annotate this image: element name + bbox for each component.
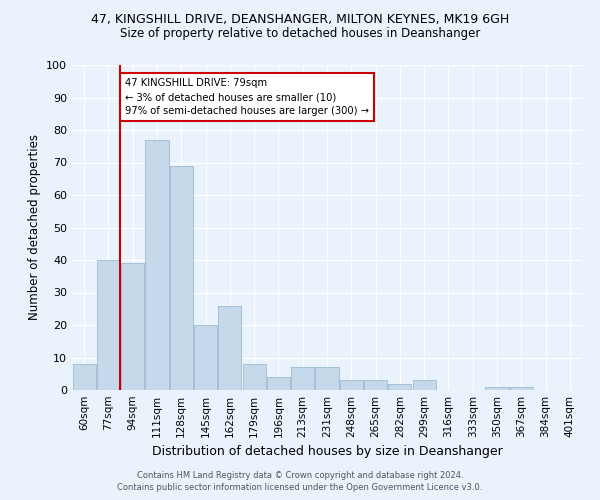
Bar [170, 166, 193, 390]
Text: 47, KINGSHILL DRIVE, DEANSHANGER, MILTON KEYNES, MK19 6GH: 47, KINGSHILL DRIVE, DEANSHANGER, MILTON… [91, 12, 509, 26]
Bar [510, 387, 533, 390]
Bar [242, 364, 266, 390]
Bar [97, 260, 120, 390]
Bar [194, 325, 217, 390]
Bar [121, 263, 144, 390]
Bar [485, 387, 509, 390]
Bar [218, 306, 241, 390]
Bar [73, 364, 95, 390]
X-axis label: Distribution of detached houses by size in Deanshanger: Distribution of detached houses by size … [152, 446, 502, 458]
Bar [340, 380, 363, 390]
Y-axis label: Number of detached properties: Number of detached properties [28, 134, 41, 320]
Bar [388, 384, 412, 390]
Text: Size of property relative to detached houses in Deanshanger: Size of property relative to detached ho… [120, 28, 480, 40]
Bar [267, 377, 290, 390]
Bar [316, 367, 338, 390]
Bar [413, 380, 436, 390]
Text: 47 KINGSHILL DRIVE: 79sqm
← 3% of detached houses are smaller (10)
97% of semi-d: 47 KINGSHILL DRIVE: 79sqm ← 3% of detach… [125, 78, 370, 116]
Bar [364, 380, 387, 390]
Bar [145, 140, 169, 390]
Bar [291, 367, 314, 390]
Text: Contains HM Land Registry data © Crown copyright and database right 2024.
Contai: Contains HM Land Registry data © Crown c… [118, 471, 482, 492]
